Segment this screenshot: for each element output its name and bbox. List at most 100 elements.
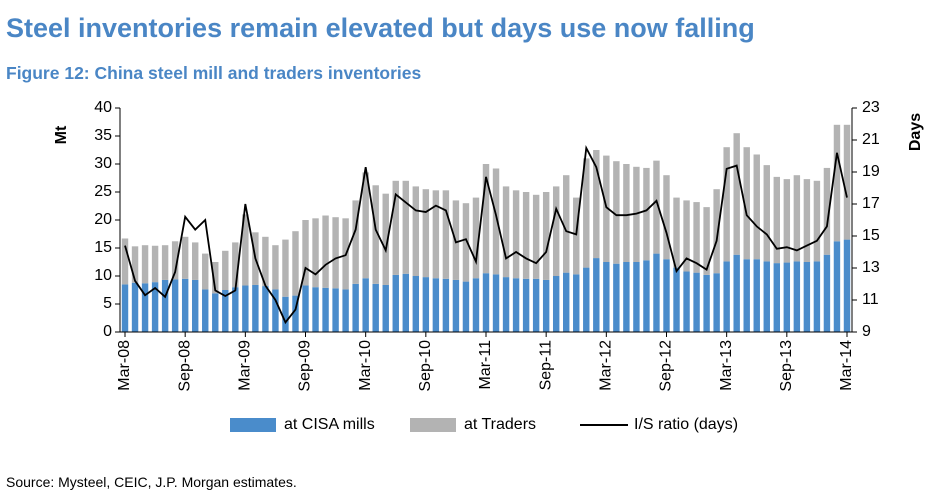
bar xyxy=(151,282,159,332)
bar xyxy=(793,175,801,262)
bar xyxy=(653,253,660,332)
bar xyxy=(683,271,690,332)
bar xyxy=(573,197,580,275)
bar xyxy=(563,175,570,273)
bar xyxy=(141,283,149,332)
y-tick-label: 20 xyxy=(94,211,112,228)
bar xyxy=(573,274,580,332)
y2-tick-label: 19 xyxy=(862,163,880,180)
bar xyxy=(643,260,650,332)
bar xyxy=(783,262,791,332)
x-tick-label: Sep-09 xyxy=(297,340,314,392)
bar xyxy=(131,246,139,283)
y-tick-label: 15 xyxy=(94,239,112,256)
bar xyxy=(242,214,249,286)
bar xyxy=(322,287,329,332)
x-tick-label: Sep-13 xyxy=(778,340,795,392)
bar xyxy=(563,272,570,332)
legend-label: at CISA mills xyxy=(284,416,375,433)
bar xyxy=(222,290,229,332)
bar xyxy=(512,190,520,279)
bar xyxy=(843,239,851,332)
bar xyxy=(703,274,710,332)
bar xyxy=(452,279,460,332)
bar xyxy=(382,193,389,285)
bar xyxy=(583,267,590,332)
bar xyxy=(803,262,811,332)
bar xyxy=(783,179,791,263)
bar xyxy=(372,185,379,284)
bar xyxy=(653,160,660,254)
y2-tick-label: 11 xyxy=(862,291,879,308)
bar xyxy=(763,261,770,332)
bar xyxy=(282,239,289,297)
y2-tick-label: 21 xyxy=(862,131,880,148)
chart-subtitle: Figure 12: China steel mill and traders … xyxy=(6,63,422,83)
y-tick-label: 30 xyxy=(94,155,112,172)
bar xyxy=(141,245,149,284)
y-tick-label: 25 xyxy=(94,183,112,200)
bar xyxy=(552,276,560,332)
bar xyxy=(362,172,369,279)
bar xyxy=(312,287,319,332)
bar xyxy=(121,284,129,332)
bar xyxy=(222,250,229,290)
legend-swatch xyxy=(410,418,456,432)
bar xyxy=(522,278,530,332)
legend-label: at Traders xyxy=(464,416,536,433)
line-series xyxy=(124,144,848,325)
bar xyxy=(412,186,420,276)
bar xyxy=(843,124,851,240)
bar xyxy=(512,278,520,332)
bar xyxy=(282,296,289,332)
bar xyxy=(723,261,730,332)
y-tick-label: 10 xyxy=(94,267,112,284)
bar xyxy=(683,200,690,272)
y-tick-label: 5 xyxy=(103,295,112,312)
bar xyxy=(472,278,480,332)
bar xyxy=(502,277,510,332)
bar xyxy=(302,220,309,286)
bar xyxy=(151,245,159,283)
x-tick-label: Mar-13 xyxy=(718,340,735,391)
bar xyxy=(252,284,259,332)
y2-tick-label: 13 xyxy=(862,259,880,276)
y2-tick-label: 15 xyxy=(862,227,880,244)
bar xyxy=(262,236,269,287)
legend-label: I/S ratio (days) xyxy=(634,416,738,433)
bar xyxy=(202,289,209,332)
bar xyxy=(833,124,841,242)
y-axis-title: Mt xyxy=(53,125,70,144)
bar xyxy=(733,133,740,255)
bar xyxy=(532,278,540,332)
y2-tick-label: 17 xyxy=(862,195,880,212)
bar xyxy=(462,281,470,332)
bar xyxy=(171,241,179,280)
bar xyxy=(191,279,199,332)
x-tick-label: Mar-09 xyxy=(237,340,254,391)
bar xyxy=(262,286,269,332)
bar xyxy=(472,197,480,279)
bar xyxy=(673,267,680,332)
y2-tick-label: 23 xyxy=(862,99,880,116)
bar xyxy=(803,179,811,262)
bar xyxy=(633,262,640,332)
bar xyxy=(242,285,249,332)
bar xyxy=(442,278,450,332)
bar xyxy=(422,277,430,332)
bar xyxy=(322,215,329,288)
bar xyxy=(753,259,760,332)
bar xyxy=(372,283,379,332)
bar xyxy=(623,262,630,332)
x-tick-label: Sep-11 xyxy=(537,340,554,391)
bar xyxy=(733,254,740,332)
bar xyxy=(422,189,430,278)
bar xyxy=(813,180,821,262)
x-tick-label: Mar-10 xyxy=(357,340,374,391)
bar xyxy=(161,245,169,280)
bar xyxy=(272,289,279,332)
x-tick-label: Mar-12 xyxy=(598,340,615,391)
y-tick-label: 0 xyxy=(103,323,112,340)
bar xyxy=(522,192,530,279)
